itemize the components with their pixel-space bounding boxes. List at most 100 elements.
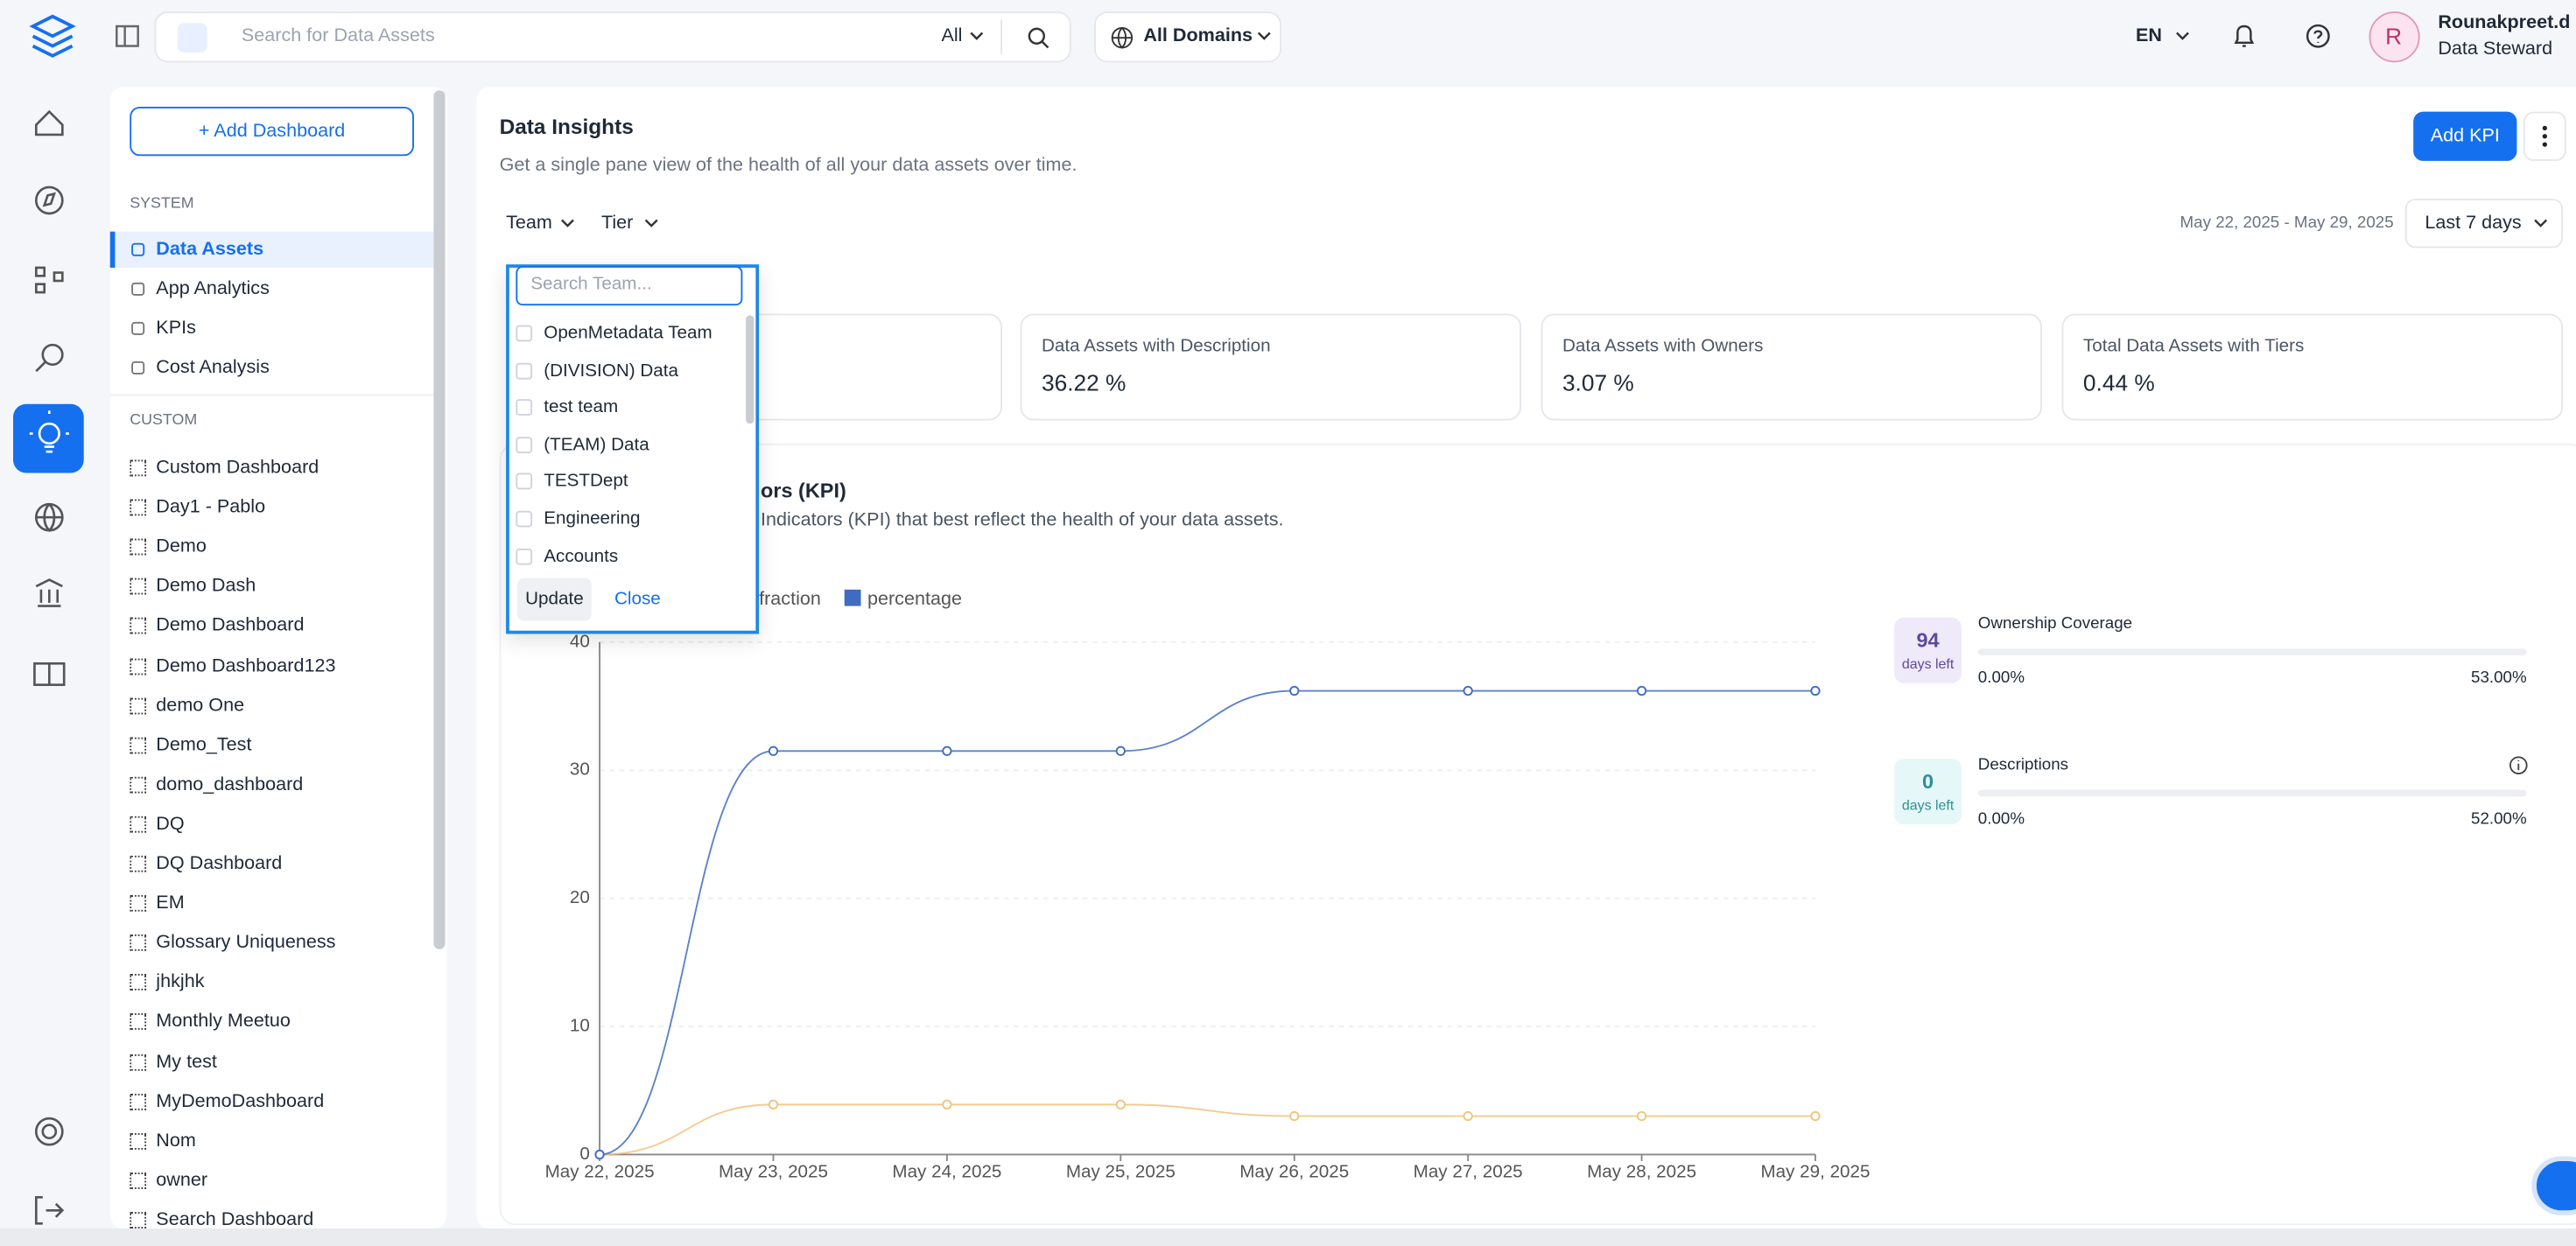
- sidebar-item[interactable]: Cost Analysis: [156, 358, 270, 379]
- dashboard-icon: [130, 1132, 147, 1150]
- sidebar-item[interactable]: Demo Dashboard: [156, 616, 305, 637]
- period[interactable]: Last 7 days: [2425, 213, 2522, 234]
- team-option[interactable]: (TEAM) Data: [544, 435, 649, 455]
- data-point: [1115, 1099, 1126, 1110]
- dashboard-icon: [130, 1172, 147, 1189]
- team-dropdown: [506, 264, 760, 634]
- data-point: [594, 1149, 605, 1160]
- y-tick-label: 10: [570, 1016, 590, 1036]
- dropdown-search[interactable]: Search Team...: [516, 266, 743, 306]
- kebab-icon: [2542, 125, 2547, 147]
- summary-card: [1541, 313, 2043, 421]
- team-option[interactable]: test team: [544, 397, 619, 418]
- sidebar-item[interactable]: Demo: [156, 537, 207, 557]
- chevron: [970, 32, 984, 40]
- dashboard-icon: [130, 1013, 147, 1031]
- sidebar-icon: [131, 242, 145, 256]
- target-goal: 53.00%: [2471, 668, 2527, 688]
- team-option[interactable]: Engineering: [544, 508, 641, 529]
- chevron: [2534, 219, 2548, 228]
- sidebar-item[interactable]: Demo_Test: [156, 735, 252, 755]
- add-dashboard-button[interactable]: + Add Dashboard: [130, 106, 414, 157]
- checkbox[interactable]: [516, 548, 533, 564]
- sidebar-item[interactable]: Search Dashboard: [156, 1210, 314, 1230]
- sidebar-item[interactable]: DQ Dashboard: [156, 853, 283, 874]
- toggle-icon[interactable]: [115, 23, 141, 49]
- search-icon[interactable]: [1027, 26, 1049, 49]
- checkbox[interactable]: [516, 510, 533, 528]
- team-option[interactable]: TESTDept: [544, 472, 628, 492]
- sidebar-item[interactable]: Custom Dashboard: [156, 458, 319, 479]
- globe-icon: [1111, 26, 1134, 49]
- search-divider: [1000, 19, 1002, 54]
- search-box[interactable]: [154, 11, 1071, 63]
- left-panel: [109, 87, 447, 1228]
- sidebar-item[interactable]: Demo Dash: [156, 577, 256, 597]
- checkbox[interactable]: [516, 399, 533, 416]
- sidebar-item[interactable]: EM: [156, 893, 185, 914]
- add-kpi-button[interactable]: Add KPI: [2413, 111, 2517, 161]
- bell-icon[interactable]: [2233, 23, 2256, 49]
- sidebar-item[interactable]: Glossary Uniqueness: [156, 933, 336, 953]
- data-point: [1115, 746, 1126, 756]
- team-option[interactable]: (DIVISION) Data: [544, 360, 678, 381]
- sidebar-item[interactable]: Demo Dashboard123: [156, 655, 336, 676]
- card-label: Data Assets with Description: [1041, 336, 1271, 357]
- close-button[interactable]: Close: [614, 589, 661, 610]
- filter[interactable]: Team: [506, 213, 552, 234]
- checkbox[interactable]: [516, 362, 533, 379]
- kebab-button[interactable]: [2523, 111, 2566, 161]
- data-point: [1636, 685, 1647, 696]
- sidebar-item[interactable]: Day1 - Pablo: [156, 497, 266, 518]
- dashboard-icon: [130, 1054, 147, 1070]
- sidebar-item[interactable]: DQ: [156, 814, 185, 835]
- domain-label[interactable]: All Domains: [1143, 26, 1253, 46]
- bottom-bar: [0, 1228, 2576, 1246]
- sidebar-item[interactable]: owner: [156, 1170, 208, 1191]
- search-scope[interactable]: All: [941, 26, 963, 46]
- filter[interactable]: Tier: [600, 213, 634, 234]
- sidebar-item[interactable]: KPIs: [156, 318, 196, 339]
- progress-track: [1977, 648, 2527, 655]
- y-tick-label: 0: [579, 1144, 589, 1164]
- rail-icons: [13, 14, 84, 1225]
- x-tick-label: May 29, 2025: [1760, 1162, 1870, 1182]
- period-box[interactable]: [2404, 199, 2563, 248]
- data-point: [1810, 685, 1821, 696]
- update-button[interactable]: Update: [517, 578, 592, 621]
- team-option[interactable]: Accounts: [544, 546, 619, 566]
- info-icon[interactable]: [2509, 755, 2529, 775]
- sidebar-icon: [131, 283, 145, 297]
- dashboard-icon: [130, 776, 147, 794]
- sidebar-item[interactable]: demo One: [156, 696, 245, 716]
- card-label: Total Data Assets with Tiers: [2082, 336, 2305, 357]
- checkbox[interactable]: [516, 325, 533, 342]
- sidebar-item[interactable]: jhkjhk: [156, 972, 205, 993]
- sidebar-item[interactable]: Data Assets: [156, 240, 264, 260]
- sidebar-item[interactable]: Monthly Meetuo: [156, 1012, 291, 1032]
- kpi-section-box: [499, 443, 2576, 1226]
- avatar[interactable]: [2369, 11, 2420, 63]
- x-tick-label: May 26, 2025: [1239, 1162, 1349, 1182]
- chevron: [1257, 32, 1271, 40]
- sidebar-item[interactable]: domo_dashboard: [156, 774, 304, 795]
- sidebar-item[interactable]: My test: [156, 1052, 217, 1072]
- data-point: [1289, 1110, 1300, 1122]
- sidebar-item[interactable]: App Analytics: [156, 279, 270, 299]
- series-line: [600, 690, 1815, 1156]
- sidebar-icon: [131, 361, 145, 375]
- user-name: Rounakpreet.d: [2438, 13, 2571, 33]
- sidebar-item[interactable]: MyDemoDashboard: [156, 1091, 325, 1111]
- team-option[interactable]: OpenMetadata Team: [544, 323, 712, 344]
- checkbox[interactable]: [516, 436, 533, 453]
- dashboard-icon: [130, 934, 147, 952]
- language[interactable]: EN: [2135, 26, 2162, 46]
- dashboard-icon: [130, 657, 147, 675]
- chevron: [561, 219, 574, 228]
- sidebar-item[interactable]: Nom: [156, 1130, 196, 1152]
- chat-bubble[interactable]: [2531, 1156, 2576, 1215]
- target-current: 0.00%: [1977, 810, 2025, 829]
- checkbox[interactable]: [516, 473, 533, 491]
- help-icon[interactable]: [2305, 23, 2331, 49]
- ai-icon[interactable]: [177, 23, 207, 53]
